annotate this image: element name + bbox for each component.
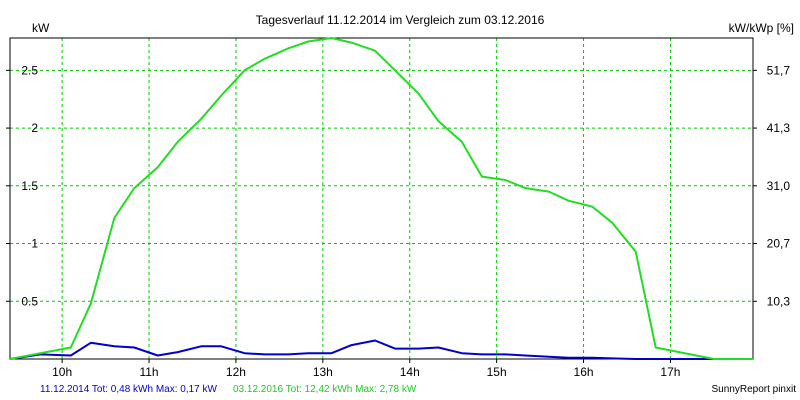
y-tick-label-left: 2.5 (21, 63, 38, 77)
footer-series-2016: 03.12.2016 Tot: 12,42 kWh Max: 2,78 kW (233, 384, 417, 395)
y-tick-label-right: 10,3 (767, 294, 791, 308)
series-line-s2014 (9, 339, 753, 360)
y-tick-label-right: 31,0 (767, 179, 791, 193)
footer-series-2014: 11.12.2014 Tot: 0,48 kWh Max: 0,17 kW (40, 384, 218, 395)
x-tick-label: 13h (313, 365, 333, 379)
x-tick-label: 16h (574, 365, 594, 379)
y-tick-label-right: 41,3 (767, 121, 791, 135)
series-line-s2016 (9, 37, 753, 360)
x-tick-label: 11h (139, 365, 158, 379)
y-tick-label-right: 20,7 (767, 237, 791, 251)
x-tick-label: 12h (226, 365, 246, 379)
x-tick-label: 15h (487, 365, 507, 379)
y-axis-left-label: kW (32, 21, 50, 35)
y-tick-label-left: 1 (31, 237, 38, 251)
x-tick-label: 14h (400, 365, 420, 379)
y-tick-label-left: 2 (31, 121, 38, 135)
y-tick-label-left: 0.5 (21, 294, 38, 308)
y-tick-label-left: 1.5 (21, 179, 38, 193)
x-tick-label: 17h (660, 365, 680, 379)
x-tick-label: 10h (52, 365, 72, 379)
tick-layer: 10h 11h 12h 13h 14h 15h 16h 17h 0.5 1 1.5 2 2.5 10,3 2… (6, 63, 790, 379)
footer-credit: SunnyReport pinxit (712, 384, 797, 395)
y-tick-label-right: 51,7 (767, 63, 791, 77)
chart-title: Tagesverlauf 11.12.2014 im Vergleich zum… (256, 13, 545, 27)
series-layer (9, 37, 753, 360)
plot-frame (9, 37, 754, 360)
y-axis-right-label: kW/kWp [%] (729, 21, 794, 35)
